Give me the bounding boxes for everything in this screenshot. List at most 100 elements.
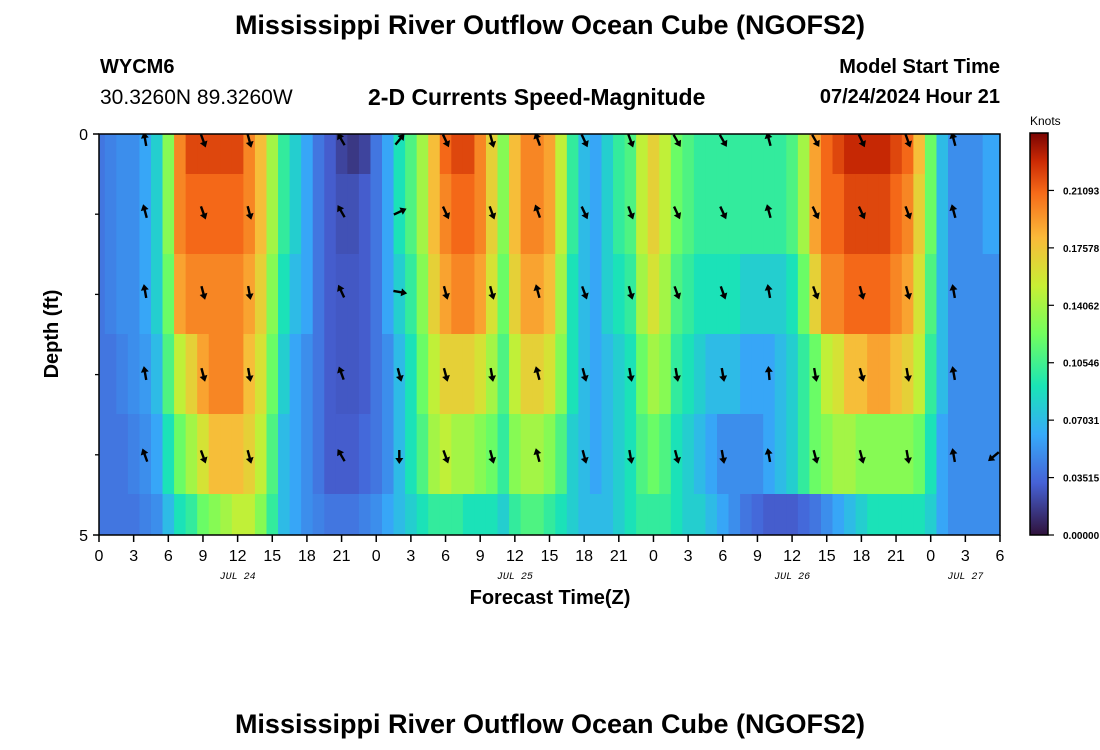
heat-cell	[613, 134, 626, 174]
heat-cell	[324, 174, 337, 254]
heat-cell	[104, 414, 117, 494]
heat-cell	[116, 254, 129, 334]
heat-cell	[797, 414, 810, 494]
chart-subtitle: 2-D Currents Speed-Magnitude	[368, 84, 706, 110]
colorbar-tick-label: 0.21093	[1063, 186, 1100, 197]
heat-cell	[636, 134, 649, 174]
heat-cell	[705, 334, 718, 414]
heat-cell	[382, 134, 395, 174]
heat-cell	[393, 494, 406, 535]
heat-cell	[324, 414, 337, 494]
heat-cell	[509, 494, 522, 535]
heat-cell	[740, 414, 753, 494]
heat-cell	[774, 134, 787, 174]
heat-cell	[99, 254, 106, 334]
heat-cell	[278, 334, 291, 414]
heat-cell	[312, 254, 325, 334]
heat-cell	[127, 134, 141, 174]
heat-cell	[451, 414, 464, 494]
heat-cell	[971, 414, 984, 494]
heat-cell	[485, 494, 499, 535]
x-tick-label: 21	[610, 548, 628, 565]
heat-cell	[474, 494, 487, 535]
heat-cell	[751, 334, 764, 414]
heat-cell	[358, 254, 372, 334]
heat-cell	[693, 414, 707, 494]
heat-cell	[959, 334, 972, 414]
heat-cell	[185, 134, 198, 174]
heat-cell	[878, 334, 891, 414]
heat-cell	[751, 174, 764, 254]
current-vector-arrow	[811, 367, 820, 382]
heat-cell	[104, 254, 117, 334]
heat-cell	[705, 254, 718, 334]
heat-cell	[347, 494, 360, 535]
heat-cell	[347, 334, 360, 414]
x-tick-label: 0	[95, 548, 104, 565]
heat-cell	[555, 174, 568, 254]
heat-cell	[994, 254, 1000, 334]
heat-cell	[278, 414, 291, 494]
colorbar-tick-label: 0.07031	[1063, 416, 1100, 427]
heat-cell	[462, 334, 476, 414]
heat-cell	[335, 414, 348, 494]
heat-cell	[231, 174, 244, 254]
x-tick-label: 6	[164, 548, 173, 565]
heat-cell	[832, 174, 845, 254]
heat-cell	[982, 334, 995, 414]
heat-cell	[358, 174, 372, 254]
heat-cell	[150, 414, 164, 494]
heat-cell	[740, 174, 753, 254]
heat-cell	[601, 174, 614, 254]
current-vector-arrow	[988, 451, 1000, 462]
heat-cell	[116, 494, 129, 535]
heat-cell	[555, 134, 568, 174]
heat-cell	[820, 174, 834, 254]
current-vector-arrow	[337, 205, 346, 218]
heat-cell	[890, 334, 903, 414]
heat-cell	[774, 494, 787, 535]
heat-cell	[254, 174, 268, 254]
heat-cell	[636, 414, 649, 494]
heat-cell	[728, 334, 741, 414]
heat-cell	[358, 334, 372, 414]
current-vector-arrow	[949, 448, 958, 463]
heat-cell	[786, 254, 799, 334]
current-vector-arrow	[245, 449, 254, 464]
heat-cell	[890, 254, 903, 334]
heat-cell	[624, 494, 637, 535]
heat-cell	[936, 414, 949, 494]
heat-cell	[405, 174, 418, 254]
heat-cell	[301, 414, 314, 494]
current-vector-arrow	[488, 285, 497, 300]
heat-cell	[451, 494, 464, 535]
heat-cell	[705, 134, 718, 174]
heat-cell	[451, 254, 464, 334]
heat-cell	[682, 134, 695, 174]
current-vector-arrow	[626, 449, 635, 464]
heat-cell	[382, 494, 395, 535]
x-tick-label: 12	[506, 548, 524, 565]
current-vector-arrow	[199, 367, 208, 382]
heat-cell	[959, 174, 972, 254]
heat-cell	[116, 134, 129, 174]
heat-cell	[913, 414, 926, 494]
heat-cell	[301, 334, 314, 414]
heat-cell	[174, 334, 187, 414]
heat-cell	[589, 334, 603, 414]
heat-cell	[289, 134, 302, 174]
heat-cell	[994, 174, 1000, 254]
speed-heatmap	[99, 134, 1000, 535]
heat-cell	[370, 334, 383, 414]
current-vector-arrow	[718, 134, 728, 147]
colorbar-tick-label: 0.17578	[1063, 244, 1100, 255]
heat-cell	[832, 414, 845, 494]
heat-cell	[832, 254, 845, 334]
heat-cell	[832, 334, 845, 414]
x-tick-label: 12	[783, 548, 801, 565]
heat-cell	[324, 334, 337, 414]
colorbar-tick-label: 0.03515	[1063, 474, 1100, 485]
heat-cell	[405, 494, 418, 535]
heat-cell	[913, 254, 926, 334]
current-vector-arrow	[580, 206, 589, 220]
